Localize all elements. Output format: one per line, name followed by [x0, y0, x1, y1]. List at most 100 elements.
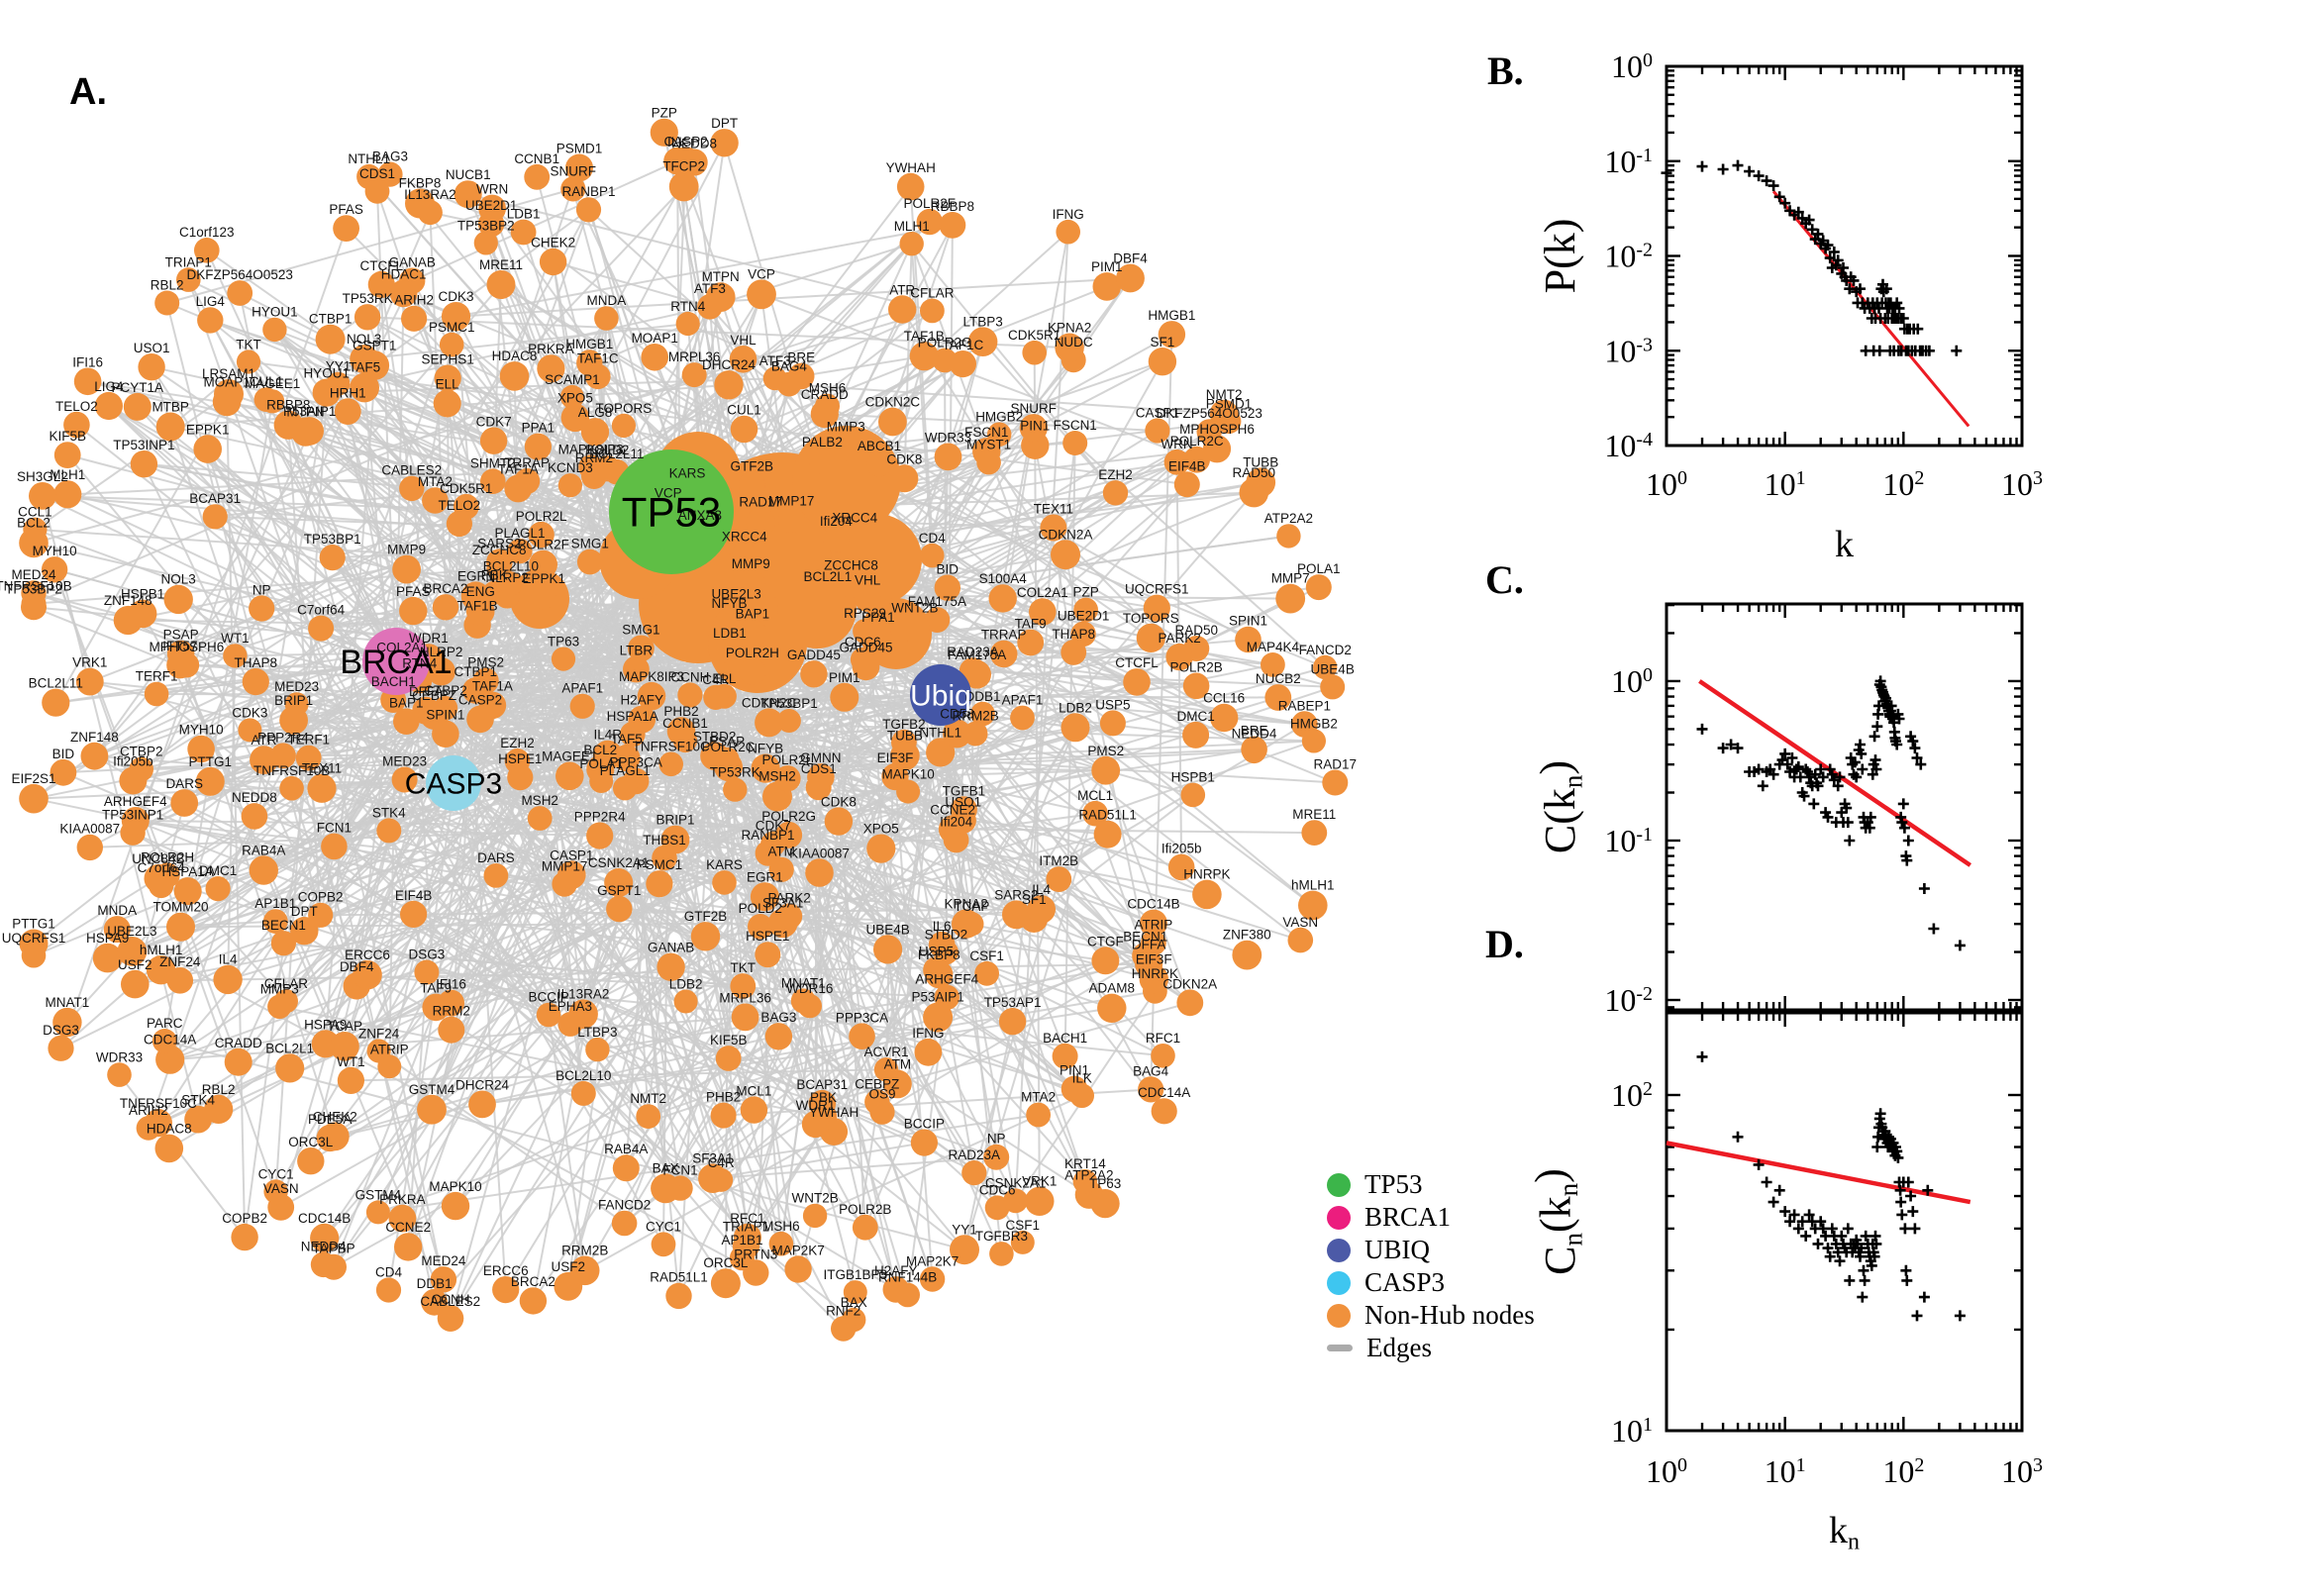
network-node-label: LTBP3: [962, 314, 1002, 329]
network-node-label: KIF5B: [49, 429, 86, 444]
network-node: [665, 1282, 692, 1310]
network-node-label: DKFZP564O0523: [187, 267, 293, 282]
network-node-label: IFT57: [162, 639, 197, 653]
network-node-label: SMG1: [571, 537, 609, 551]
network-node-label: TKT: [236, 337, 261, 351]
network-node: [136, 1116, 161, 1141]
network-node: [312, 378, 341, 407]
network-node-label: RAD17: [1314, 757, 1358, 772]
network-node: [899, 232, 924, 256]
network-edge: [226, 401, 481, 613]
plot-ticks-B: [1665, 64, 2024, 448]
network-edge: [788, 915, 863, 1038]
network-node-label: EZH2: [500, 736, 535, 750]
network-node: [775, 821, 803, 848]
network-node-label: PSMD1: [556, 142, 603, 156]
network-node: [531, 584, 556, 610]
network-edge: [93, 754, 725, 1117]
network-node-label: PPA1: [522, 421, 556, 436]
network-node-label: HMGB1: [1148, 308, 1195, 323]
network-node-label: WT1: [221, 631, 250, 646]
network-node: [881, 762, 909, 791]
network-node-label: WDR33: [96, 1049, 143, 1064]
network-node-label: MRPL36: [719, 991, 771, 1006]
network-node-label: UQCRFS1: [1125, 582, 1189, 597]
network-node: [909, 342, 939, 371]
network-node: [194, 238, 220, 263]
network-node-label: COL2A1: [1017, 585, 1068, 600]
network-node: [432, 720, 459, 748]
plot-frame-D: [1665, 1011, 2024, 1433]
network-edge: [837, 821, 863, 1037]
network-node: [195, 766, 225, 796]
network-node: [1242, 739, 1266, 764]
network-node: [1192, 879, 1222, 910]
network-node-label: H2AFY: [620, 693, 663, 708]
network-node: [1022, 340, 1047, 365]
network-node: [483, 863, 509, 888]
network-node: [536, 1002, 561, 1028]
network-node-label: C1orf123: [179, 225, 235, 240]
network-node-label: TAF1C: [577, 351, 619, 366]
ubiq-swatch-icon: [1327, 1238, 1351, 1262]
network-node-label: hMLH1: [1291, 878, 1335, 893]
network-node: [656, 952, 685, 981]
network-node-label: LTBP3: [577, 1025, 617, 1040]
network-node-label: WDR1: [796, 1098, 836, 1113]
network-edge: [217, 733, 634, 890]
network-node-label: HSPE1: [498, 751, 542, 766]
network-node-label: BCCIP: [904, 1117, 945, 1132]
network-node: [1073, 597, 1098, 623]
network-node-label: NP: [252, 582, 271, 597]
network-node: [801, 1110, 830, 1139]
network-node-label: CYC1: [646, 1219, 681, 1234]
network-node: [279, 706, 308, 735]
network-node: [732, 542, 758, 567]
network-node: [732, 1232, 760, 1259]
network-node: [637, 681, 666, 711]
network-nodes: [19, 118, 1349, 1342]
network-node: [460, 581, 491, 611]
network-node: [1136, 623, 1165, 653]
network-node-label: MED23: [274, 679, 319, 694]
network-edge: [367, 316, 1070, 349]
network-edge: [788, 383, 1225, 416]
network-node: [715, 609, 744, 638]
network-node-label: MNDA: [97, 903, 137, 918]
network-node: [365, 1200, 390, 1225]
network-node: [527, 806, 553, 831]
y-tick-label-D: 102: [1611, 1077, 1653, 1113]
network-node-label: VHL: [730, 333, 757, 348]
network-node-label: POLR2L: [516, 509, 567, 524]
network-node-label: TAF1A: [472, 679, 513, 694]
network-node: [359, 350, 390, 380]
network-node: [1026, 1102, 1051, 1128]
network-node: [1264, 684, 1292, 711]
network-node-label: UBE4B: [865, 922, 909, 937]
network-node: [714, 370, 744, 400]
network-node: [939, 212, 966, 239]
network-node-label: RBL2: [151, 278, 184, 293]
network-node: [466, 705, 494, 734]
network-node: [712, 870, 737, 895]
network-edge: [93, 560, 500, 757]
network-node-label: BCL2L10: [483, 558, 539, 573]
network-node: [308, 902, 334, 928]
network-node: [401, 305, 428, 332]
network-node: [651, 1232, 676, 1257]
network-node: [805, 858, 834, 887]
network-node: [611, 1210, 638, 1237]
network-node: [606, 895, 633, 923]
legend-label: CASP3: [1364, 1267, 1446, 1297]
network-node: [377, 161, 403, 187]
network-node-label: TEX11: [302, 761, 342, 776]
network-node-label: BCL2L10: [556, 1068, 611, 1083]
network-node-label: DPT: [711, 116, 738, 131]
network-node-label: Ifi204: [940, 815, 973, 830]
network-node: [580, 418, 610, 447]
network-node: [768, 1231, 794, 1256]
network-node-label: KIF5B: [710, 1033, 748, 1047]
network-node-label: MAP2K7: [771, 1243, 824, 1257]
network-node-label: RNF2: [826, 1303, 860, 1318]
scatter-points-C: [1696, 675, 1966, 951]
